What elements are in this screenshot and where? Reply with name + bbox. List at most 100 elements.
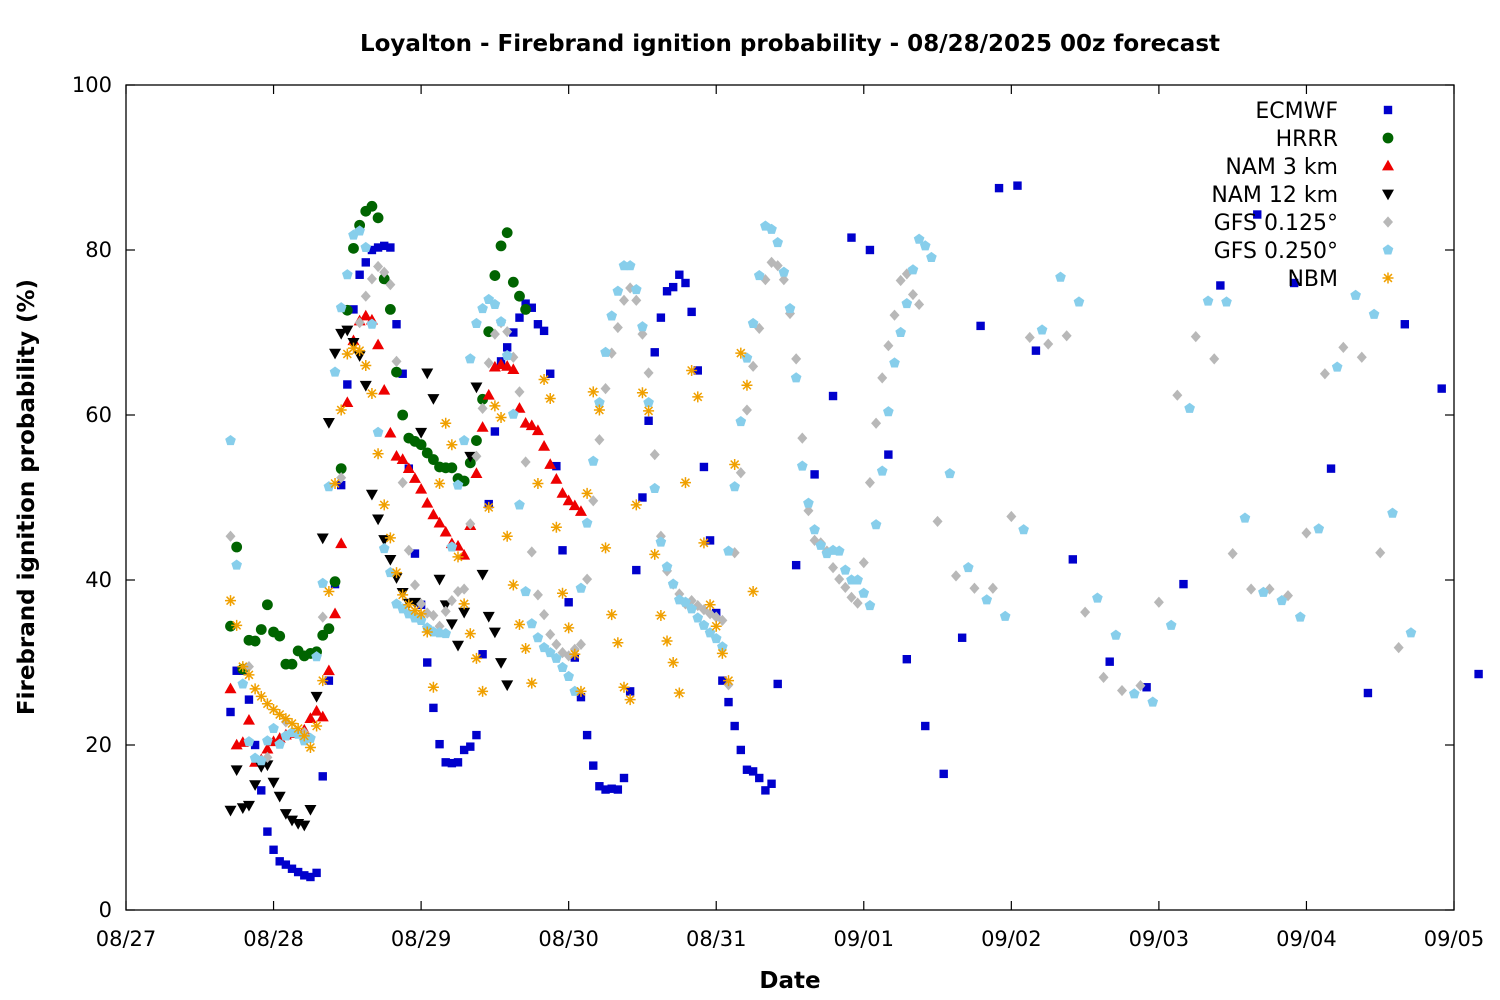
- data-point: [594, 434, 605, 446]
- data-point: [1128, 688, 1140, 699]
- data-point: [476, 569, 489, 581]
- data-point: [409, 579, 420, 591]
- data-point: [232, 666, 241, 675]
- data-point: [520, 585, 531, 597]
- data-point: [397, 409, 409, 421]
- data-point: [858, 557, 869, 569]
- data-point: [1209, 353, 1220, 365]
- data-point: [501, 350, 513, 361]
- data-point: [464, 628, 476, 640]
- data-point: [723, 675, 735, 687]
- data-point: [1061, 330, 1072, 342]
- data-point: [587, 455, 599, 466]
- legend-label: GFS 0.250°: [1214, 239, 1338, 264]
- data-point: [237, 661, 249, 673]
- data-point: [538, 440, 551, 451]
- data-point: [501, 227, 513, 239]
- data-point: [692, 391, 704, 403]
- data-point: [939, 769, 948, 779]
- data-point: [230, 765, 243, 777]
- data-point: [907, 264, 919, 275]
- data-point: [306, 872, 315, 882]
- data-point: [403, 599, 415, 611]
- data-point: [575, 582, 587, 593]
- data-point: [429, 703, 438, 713]
- data-point: [1036, 324, 1048, 335]
- data-point: [741, 352, 753, 363]
- data-point: [742, 765, 752, 774]
- data-point: [668, 282, 678, 292]
- data-point: [656, 313, 666, 322]
- data-point: [1246, 583, 1257, 595]
- data-point: [1338, 341, 1349, 353]
- data-point: [323, 586, 335, 598]
- data-point: [552, 461, 561, 471]
- data-point: [1068, 555, 1078, 564]
- data-point: [440, 628, 452, 639]
- data-point: [729, 481, 740, 492]
- data-point: [489, 298, 501, 309]
- data-point: [483, 357, 494, 369]
- data-point: [495, 240, 507, 252]
- data-point: [544, 647, 556, 658]
- data-point: [951, 570, 961, 582]
- data-point: [921, 721, 930, 731]
- data-point: [630, 284, 642, 295]
- data-point: [433, 516, 446, 528]
- data-point: [532, 632, 544, 643]
- data-point: [755, 773, 764, 783]
- data-point: [729, 459, 741, 470]
- data-point: [557, 661, 568, 672]
- data-point: [747, 317, 759, 328]
- data-point: [661, 561, 673, 572]
- data-point: [624, 694, 636, 706]
- data-point: [261, 698, 273, 710]
- data-point: [1474, 669, 1483, 679]
- data-point: [852, 597, 863, 609]
- data-point: [286, 815, 298, 827]
- data-point: [926, 251, 937, 262]
- data-point: [471, 317, 482, 328]
- legend-label: HRRR: [1276, 127, 1338, 152]
- x-tick-label: 09/03: [1129, 927, 1190, 951]
- data-point: [520, 642, 532, 654]
- data-point: [1387, 507, 1398, 518]
- data-point: [687, 307, 696, 317]
- data-point: [595, 782, 604, 791]
- data-point: [773, 679, 782, 689]
- data-point: [359, 309, 372, 321]
- series-ecmwf: [226, 181, 1483, 882]
- data-point: [471, 450, 482, 462]
- data-point: [661, 635, 673, 647]
- data-point: [434, 620, 445, 632]
- data-point: [366, 318, 378, 329]
- x-tick-label: 09/04: [1276, 927, 1337, 951]
- data-point: [619, 773, 629, 783]
- legend-marker: [1382, 159, 1394, 171]
- data-point: [513, 402, 526, 413]
- data-point: [883, 340, 894, 352]
- data-point: [458, 607, 471, 619]
- data-point: [1319, 368, 1330, 380]
- data-point: [310, 691, 323, 703]
- data-point: [262, 599, 273, 611]
- data-point: [1055, 271, 1066, 282]
- data-point: [698, 619, 710, 630]
- data-point: [224, 682, 237, 694]
- data-point: [415, 439, 427, 451]
- data-point: [279, 809, 292, 820]
- data-point: [1105, 657, 1114, 666]
- data-point: [1289, 278, 1299, 288]
- data-point: [446, 462, 458, 474]
- data-point: [846, 591, 857, 603]
- data-point: [1375, 547, 1386, 559]
- data-point: [249, 683, 261, 695]
- data-point: [255, 624, 267, 635]
- data-point: [544, 393, 556, 404]
- data-point: [408, 472, 421, 483]
- data-point: [372, 448, 384, 460]
- data-point: [343, 380, 352, 389]
- y-tick-label: 20: [85, 733, 112, 757]
- data-point: [987, 582, 998, 594]
- data-point: [366, 200, 378, 212]
